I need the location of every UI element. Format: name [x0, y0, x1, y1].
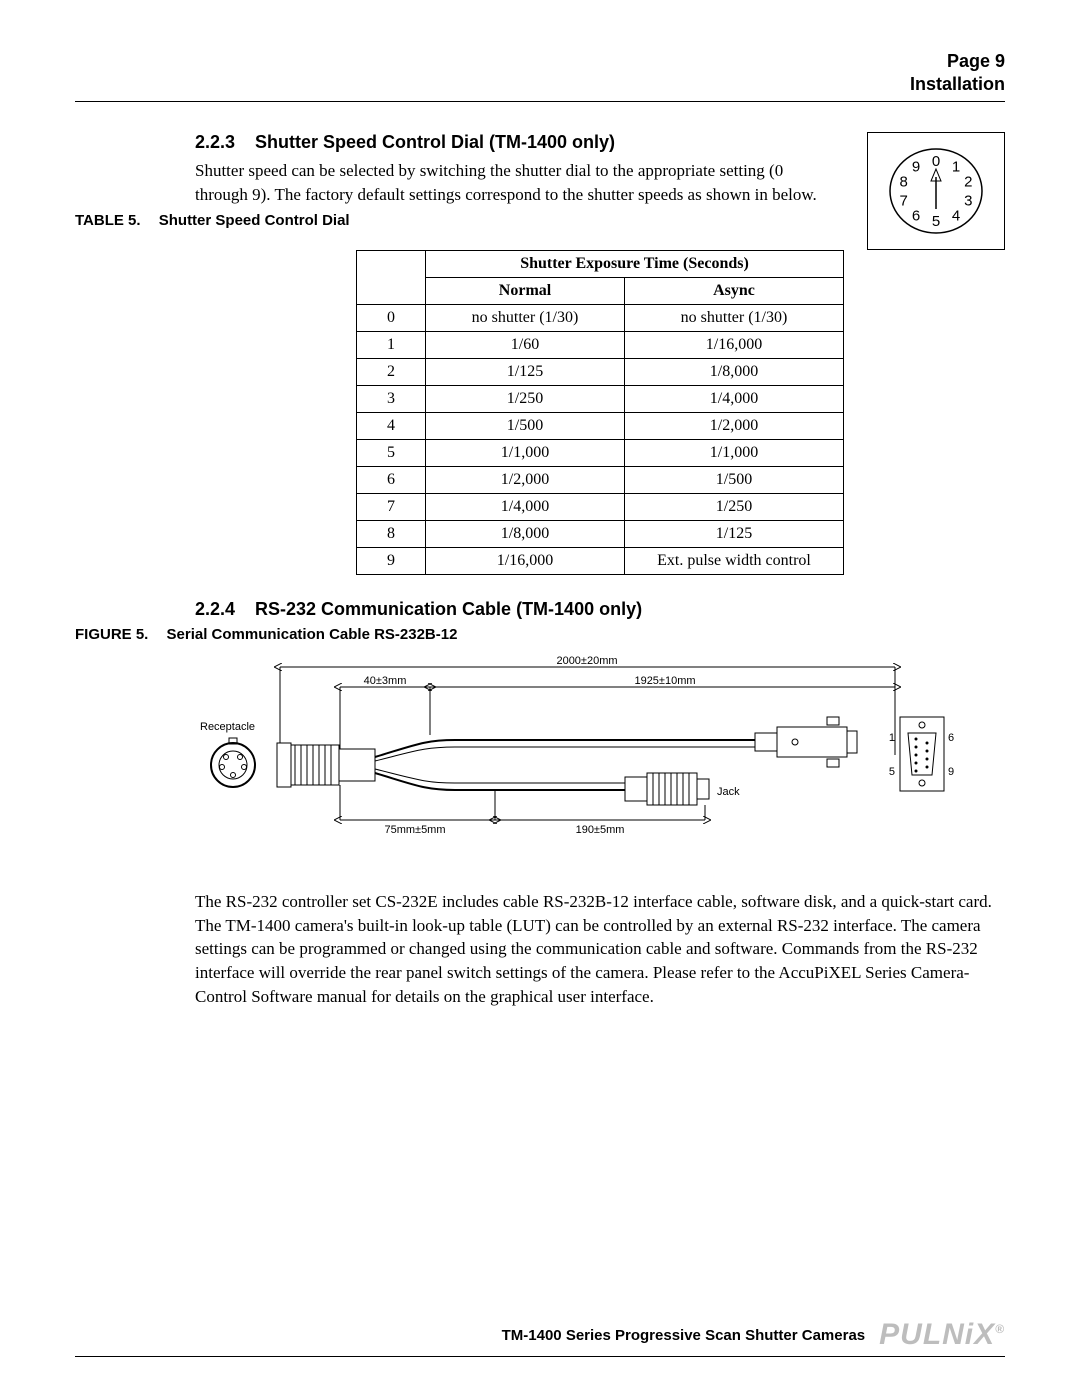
- table5-corner: [357, 250, 426, 304]
- dim-bottom-left: 75mm±5mm: [384, 824, 445, 836]
- dial-digit: 1: [951, 159, 959, 176]
- figure5-caption: FIGURE 5. Serial Communication Cable RS-…: [75, 626, 1005, 643]
- dial-digit: 2: [964, 174, 972, 191]
- pin1: 1: [889, 732, 895, 744]
- table-row: 41/5001/2,000: [357, 412, 844, 439]
- table-cell: 1/16,000: [426, 547, 625, 574]
- section-223-text: 2.2.3 Shutter Speed Control Dial (TM-140…: [195, 132, 837, 242]
- table-cell: 1/4,000: [426, 493, 625, 520]
- table-cell: 4: [357, 412, 426, 439]
- pin9: 9: [948, 766, 954, 778]
- table5-col-normal: Normal: [426, 277, 625, 304]
- figure5-caption-label: FIGURE 5.: [75, 626, 148, 643]
- section-224-title: RS-232 Communication Cable (TM-1400 only…: [255, 599, 642, 619]
- section-223-title: Shutter Speed Control Dial (TM-1400 only…: [255, 132, 615, 152]
- table5-col-async: Async: [625, 277, 844, 304]
- dial-digit: 5: [931, 213, 939, 230]
- page: Page 9 Installation 2.2.3 Shutter Speed …: [0, 0, 1080, 1397]
- table5: Shutter Exposure Time (Seconds) Normal A…: [356, 250, 844, 575]
- table-cell: no shutter (1/30): [426, 304, 625, 331]
- label-jack: Jack: [717, 786, 740, 798]
- table-cell: 1/16,000: [625, 331, 844, 358]
- dial-digit: 6: [911, 208, 919, 225]
- section-223-paragraph: Shutter speed can be selected by switchi…: [195, 159, 837, 207]
- footer-rule: [75, 1356, 1005, 1357]
- table-row: 11/601/16,000: [357, 331, 844, 358]
- section-224-num: 2.2.4: [195, 599, 250, 620]
- section-224-heading: 2.2.4 RS-232 Communication Cable (TM-140…: [195, 599, 1005, 620]
- dial-digit: 4: [951, 208, 959, 225]
- dim-right-long: 1925±10mm: [634, 675, 695, 687]
- dial-digit: 8: [899, 174, 907, 191]
- section-223-row: 2.2.3 Shutter Speed Control Dial (TM-140…: [195, 132, 1005, 250]
- table5-caption-text: Shutter Speed Control Dial: [159, 212, 350, 229]
- dim-total: 2000±20mm: [556, 655, 617, 667]
- table-cell: 1: [357, 331, 426, 358]
- table5-header-span: Shutter Exposure Time (Seconds): [426, 250, 844, 277]
- dial-diagram: 012 34567 89: [867, 132, 1005, 250]
- dial-svg: 012 34567 89: [884, 143, 989, 238]
- table-cell: 1/60: [426, 331, 625, 358]
- table5-caption: TABLE 5. Shutter Speed Control Dial: [75, 212, 837, 229]
- table-cell: 3: [357, 385, 426, 412]
- table-cell: 0: [357, 304, 426, 331]
- table-cell: Ext. pulse width control: [625, 547, 844, 574]
- table-cell: 1/8,000: [426, 520, 625, 547]
- section-223-heading: 2.2.3 Shutter Speed Control Dial (TM-140…: [195, 132, 837, 153]
- table-cell: 9: [357, 547, 426, 574]
- table5-caption-label: TABLE 5.: [75, 212, 141, 229]
- table-row: 51/1,0001/1,000: [357, 439, 844, 466]
- table-row: 81/8,0001/125: [357, 520, 844, 547]
- table-cell: no shutter (1/30): [625, 304, 844, 331]
- page-number: Page 9: [75, 50, 1005, 73]
- figure5-diagram: 2000±20mm 40±3mm 1925±10mm Receptacle: [195, 655, 1005, 850]
- table-row: 61/2,0001/500: [357, 466, 844, 493]
- table-cell: 1/500: [625, 466, 844, 493]
- footer: TM-1400 Series Progressive Scan Shutter …: [75, 1318, 1005, 1357]
- logo-text: PULNiX: [879, 1318, 995, 1351]
- section-223-num: 2.2.3: [195, 132, 250, 153]
- table-cell: 7: [357, 493, 426, 520]
- rs232-paragraph: The RS-232 controller set CS-232E includ…: [195, 890, 1005, 1009]
- table-cell: 1/4,000: [625, 385, 844, 412]
- header-rule: [75, 101, 1005, 102]
- table-cell: 1/2,000: [625, 412, 844, 439]
- table-cell: 5: [357, 439, 426, 466]
- table-cell: 1/250: [625, 493, 844, 520]
- table-cell: 1/8,000: [625, 358, 844, 385]
- dial-digit: 7: [899, 193, 907, 210]
- label-receptacle: Receptacle: [200, 721, 255, 733]
- dial-digit: 0: [931, 153, 939, 170]
- figure5-caption-text: Serial Communication Cable RS-232B-12: [167, 626, 458, 643]
- page-header: Page 9 Installation: [75, 50, 1005, 97]
- table-cell: 8: [357, 520, 426, 547]
- pulnix-logo: PULNiX®: [879, 1318, 1005, 1352]
- table-cell: 6: [357, 466, 426, 493]
- table-cell: 1/500: [426, 412, 625, 439]
- cable-svg: 2000±20mm 40±3mm 1925±10mm Receptacle: [195, 655, 955, 845]
- table-row: 71/4,0001/250: [357, 493, 844, 520]
- table-row: 21/1251/8,000: [357, 358, 844, 385]
- table-cell: 1/1,000: [426, 439, 625, 466]
- table-cell: 1/125: [625, 520, 844, 547]
- table-cell: 1/125: [426, 358, 625, 385]
- table-row: 91/16,000Ext. pulse width control: [357, 547, 844, 574]
- dial-digit: 3: [964, 193, 972, 210]
- footer-text: TM-1400 Series Progressive Scan Shutter …: [502, 1327, 866, 1344]
- table-row: 0no shutter (1/30)no shutter (1/30): [357, 304, 844, 331]
- table-cell: 1/250: [426, 385, 625, 412]
- table-cell: 1/2,000: [426, 466, 625, 493]
- registered-icon: ®: [995, 1322, 1005, 1336]
- dim-bottom-mid: 190±5mm: [576, 824, 625, 836]
- pin5: 5: [889, 766, 895, 778]
- section-name: Installation: [75, 73, 1005, 96]
- pin6: 6: [948, 732, 954, 744]
- table-cell: 2: [357, 358, 426, 385]
- content-area: 2.2.3 Shutter Speed Control Dial (TM-140…: [195, 132, 1005, 1009]
- dial-digit: 9: [911, 159, 919, 176]
- table-cell: 1/1,000: [625, 439, 844, 466]
- table-row: 31/2501/4,000: [357, 385, 844, 412]
- dim-left-short: 40±3mm: [364, 675, 407, 687]
